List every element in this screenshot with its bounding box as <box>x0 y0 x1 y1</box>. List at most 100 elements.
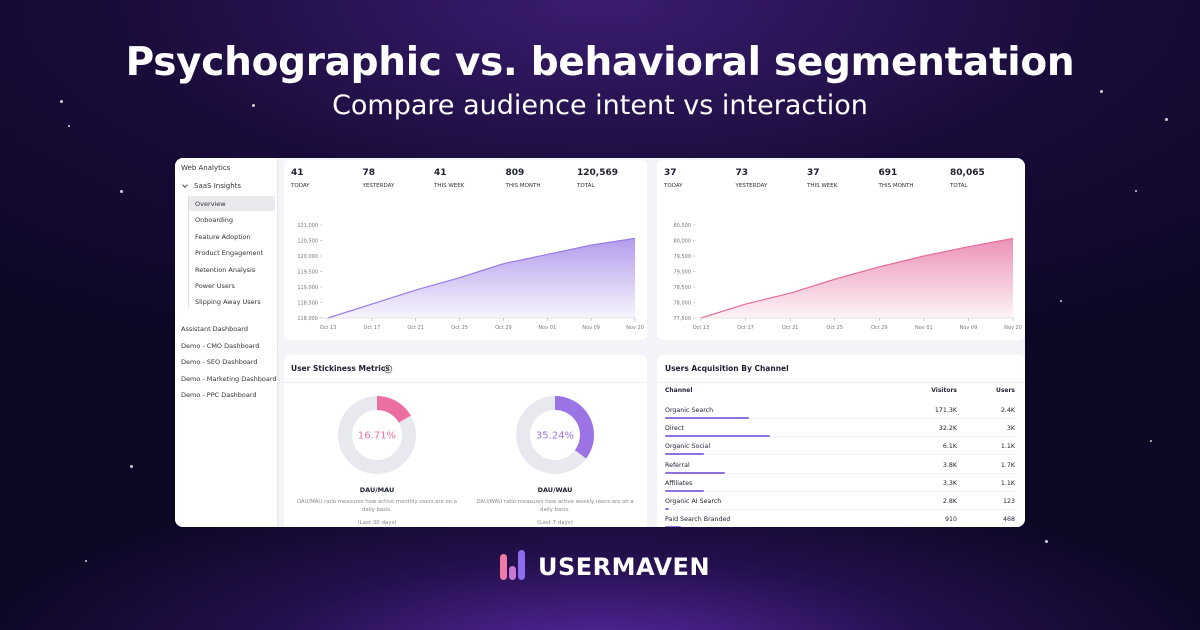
users-bar <box>665 526 682 527</box>
row-rule <box>665 454 1017 456</box>
y-tick-label: 118,000 <box>297 316 318 322</box>
donut-label: 35.24% <box>536 431 574 442</box>
y-tick-label: 120,500 <box>297 239 318 245</box>
divider <box>657 382 1025 383</box>
metric-period: (Last 7 days) <box>537 520 573 526</box>
users: 1.7K <box>1000 461 1015 469</box>
tree-line <box>188 195 189 307</box>
star <box>130 465 133 468</box>
panel-title: User Stickiness Metrics <box>291 364 390 373</box>
stat-label: TOTAL <box>950 183 968 189</box>
area <box>701 238 1013 318</box>
area-chart: 80,500 80,000 79,500 79,000 78,500 78,000 77,5… <box>674 223 1022 331</box>
sidebar-item[interactable]: Product Engagement <box>195 249 264 258</box>
stat-label: THIS MONTH <box>878 183 914 189</box>
users-bar <box>665 508 670 510</box>
stat-label: THIS MONTH <box>505 183 541 189</box>
star <box>60 100 63 103</box>
channel-name: Affiliates <box>665 479 693 487</box>
headline: Psychographic vs. behavioral segmentatio… <box>125 40 1075 85</box>
stat-value: 37 <box>664 168 677 178</box>
row-rule <box>665 418 1017 419</box>
acquisition-panel: Users Acquisition By Channel Channel Visit… <box>657 355 1025 527</box>
visitors: 171.3K <box>934 407 957 414</box>
row-rule <box>665 490 1017 492</box>
stats-panel: 41 TODAY 78 YESTERDAY 41 THIS WEEK 809 THIS MON… <box>284 160 647 340</box>
star <box>1045 540 1048 543</box>
sidebar-item[interactable]: Power Users <box>195 282 235 290</box>
sidebar-item[interactable]: Onboarding <box>195 216 234 225</box>
star <box>1100 90 1103 93</box>
x-tick-label: Nov 01 <box>915 325 933 331</box>
visitors: 32.2K <box>938 425 957 433</box>
line <box>327 237 636 319</box>
y-tick-label: 119,000 <box>297 285 318 291</box>
star <box>1150 440 1152 442</box>
channel-name: Paid Search Branded <box>665 516 731 524</box>
users: 1.1K <box>1000 479 1015 487</box>
stat-value: 809 <box>505 168 525 178</box>
column-header: Visitors <box>931 387 957 394</box>
row-rule <box>665 472 1017 474</box>
area-chart: 121,000 120,500 120,000 119,500 119,000 118,5… <box>297 223 644 331</box>
stats-panel: 37 TODAY 73 YESTERDAY 37 THIS WEEK 691 THIS MON… <box>657 160 1025 340</box>
metric-name: DAU/MAU <box>359 486 395 494</box>
active-item-bg <box>189 196 275 211</box>
stat-label: THIS WEEK <box>434 183 465 189</box>
donut-label: 16.71% <box>358 431 396 442</box>
users: 468 <box>1002 516 1015 524</box>
divider <box>284 382 647 383</box>
info-icon <box>383 364 393 374</box>
users: 1.1K <box>1000 443 1015 451</box>
logo-bar <box>518 550 525 580</box>
visitors: 2.8K <box>942 498 957 505</box>
panel-title: Users Acquisition By Channel <box>665 364 789 373</box>
channel-name: Direct <box>665 425 684 433</box>
stat-value: 78 <box>362 168 376 178</box>
line <box>700 237 1014 319</box>
stickiness-panel: User Stickiness Metrics 16.71% 35.24% DAU/M… <box>284 355 647 527</box>
sidebar-item[interactable]: Demo - CMO Dashboard <box>181 341 260 350</box>
metric-name: DAU/WAU <box>537 486 573 494</box>
logo-bar <box>500 554 507 580</box>
star <box>120 190 123 193</box>
stat-label: YESTERDAY <box>735 183 768 189</box>
donut-arc <box>516 396 594 474</box>
stat-label: TODAY <box>664 183 683 189</box>
star <box>1165 118 1168 121</box>
y-tick-label: 118,500 <box>297 301 318 307</box>
stat-label: YESTERDAY <box>362 183 395 189</box>
stat-value: 41 <box>291 168 304 178</box>
stat-value: 41 <box>434 168 447 178</box>
x-tick-label: Oct 21 <box>782 325 799 331</box>
sidebar-item[interactable]: Overview <box>195 200 226 208</box>
visitors: 6.1K <box>942 443 957 451</box>
x-tick-label: Nov 20 <box>626 325 644 331</box>
x-tick-label: Oct 25 <box>451 325 468 331</box>
stat-label: TOTAL <box>577 183 595 189</box>
sidebar-item[interactable]: Feature Adoption <box>195 232 251 241</box>
sidebar-item[interactable]: Demo - SEO Dashboard <box>181 358 258 366</box>
sidebar-group[interactable]: SaaS Insights <box>194 182 242 190</box>
users-bar <box>665 471 725 474</box>
sidebar-item[interactable]: Demo - Marketing Dashboard <box>181 374 277 383</box>
info-circle <box>383 364 393 374</box>
visitors: 3.8K <box>942 461 957 469</box>
column-header: Channel <box>665 387 693 394</box>
y-tick-label: 121,000 <box>297 223 318 229</box>
sidebar-item[interactable]: Demo - PPC Dashboard <box>181 391 257 399</box>
y-tick-label: 80,000 <box>674 239 692 245</box>
y-tick-label: 78,500 <box>674 285 692 291</box>
sidebar-item[interactable]: Retention Analysis <box>195 265 256 274</box>
stat-value: 80,065 <box>950 168 985 178</box>
donut-charts: 16.71% 35.24% <box>338 396 594 474</box>
users-bar <box>665 489 704 492</box>
logo: USERMAVEN <box>500 550 708 581</box>
stat-value: 37 <box>807 168 820 178</box>
x-tick-label: Oct 17 <box>364 325 381 331</box>
sidebar-item[interactable]: Assistant Dashboard <box>181 325 248 333</box>
star <box>1135 190 1137 192</box>
sidebar-item[interactable]: Slipping Away Users <box>195 298 261 307</box>
chevron <box>182 182 188 188</box>
dashboard-screenshot: Web Analytics SaaS Insights Overview Onboar… <box>175 158 1025 527</box>
